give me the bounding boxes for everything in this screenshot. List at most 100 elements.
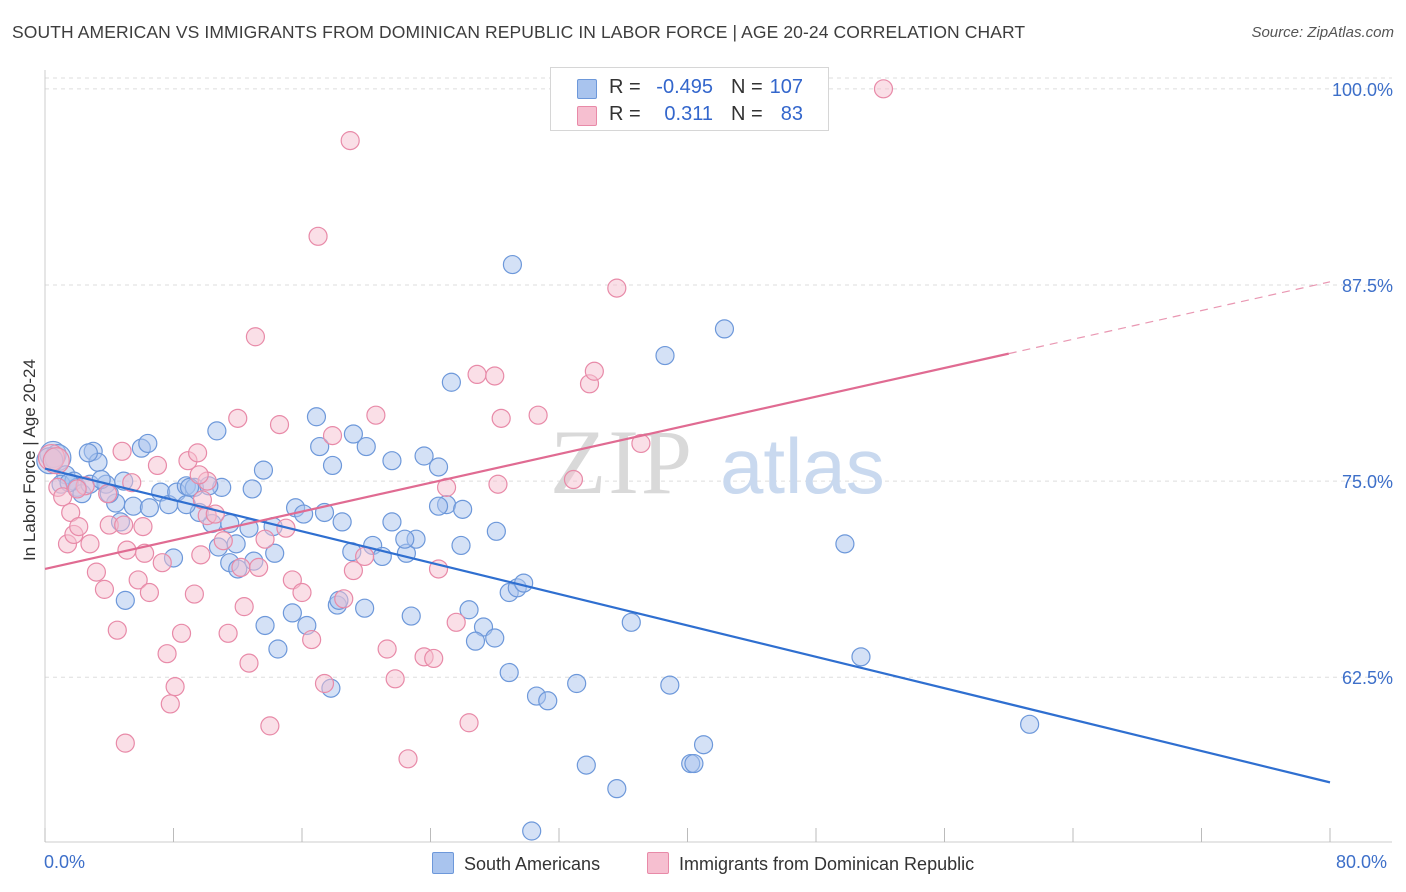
point-south-americans [382,512,402,532]
legend-r-label: R = [609,103,641,125]
point-dominican [528,405,548,425]
point-south-americans [567,673,587,694]
point-south-americans [242,479,262,499]
point-south-americans [115,590,135,610]
point-dominican [269,415,290,435]
point-south-americans [428,457,449,477]
point-south-americans [607,779,627,799]
legend-swatch-pink [577,106,597,126]
point-dominican [334,589,354,609]
y-tick-label: 87.5% [1342,276,1393,296]
source-label: Source: ZipAtlas.com [1251,24,1394,41]
point-dominican [485,366,505,386]
point-dominican [398,749,418,769]
y-axis-label: In Labor Force | Age 20-24 [20,359,39,561]
point-south-americans [414,446,434,466]
point-dominican [322,426,343,446]
legend-row-south-americans: R = -0.495 N = 107 [551,74,828,100]
point-south-americans [401,606,421,626]
gridlines [45,77,1392,678]
point-south-americans [453,499,473,519]
point-dominican [147,455,168,476]
trend-line-dominican-extension [1008,281,1331,355]
series-legend: South Americans Immigrants from Dominica… [0,852,1406,878]
point-dominican [213,531,233,551]
point-south-americans [356,436,376,457]
point-south-americans [851,647,871,667]
point-south-americans [207,421,227,441]
point-dominican [165,677,185,697]
point-dominican [157,644,177,664]
point-dominican [607,278,627,298]
point-dominican [491,408,511,428]
point-dominican [292,582,312,603]
point-south-americans [502,254,523,275]
point-dominican [114,515,134,535]
point-south-americans [123,496,143,516]
point-dominican [94,579,115,599]
point-dominican [228,408,248,428]
point-south-americans [265,543,285,563]
point-south-americans [268,639,288,659]
point-south-americans [714,319,735,339]
point-dominican [260,716,280,736]
point-south-americans [343,424,363,444]
point-south-americans [499,662,519,683]
point-south-americans [428,496,449,516]
series-swatch-pink [647,852,669,874]
point-dominican [184,584,204,604]
watermark-atlas: atlas [720,422,885,510]
point-dominican [80,534,100,554]
watermark-zip: ZIP [550,411,694,513]
series-swatch-blue [432,852,454,874]
point-south-americans [538,691,558,711]
point-south-americans [282,603,302,623]
point-dominican [67,479,87,499]
axes [44,70,1392,843]
point-south-americans [1020,714,1040,734]
point-south-americans [660,675,680,695]
legend-swatch-blue [577,79,597,99]
point-south-americans [486,521,506,541]
point-south-americans [355,598,375,618]
point-south-americans [395,529,415,549]
point-dominican [107,620,127,640]
point-dominican [187,443,208,463]
point-dominican [424,648,444,669]
legend-row-dominican: R = 0.311 N = 83 [551,101,828,127]
y-tick-labels: 100.0% 87.5% 75.0% 62.5% [1332,80,1393,688]
point-dominican [152,553,172,573]
point-south-americans [441,372,461,392]
point-dominican [69,517,89,537]
point-dominican [86,562,107,582]
point-dominican [488,474,508,494]
y-tick-label: 62.5% [1342,668,1393,688]
y-tick-label: 75.0% [1342,472,1393,492]
point-south-americans [485,628,505,648]
point-south-americans [835,534,855,554]
point-south-americans [522,821,542,841]
trend-lines [44,281,1331,784]
point-dominican [255,529,275,549]
series-legend-dominican: Immigrants from Dominican Republic [647,852,974,875]
point-dominican [160,694,180,714]
point-dominican [218,623,238,643]
legend-r-label: R = [609,76,641,98]
point-dominican [239,653,259,673]
point-dominican [115,733,135,753]
point-dominican [234,597,254,617]
point-south-americans [655,345,675,366]
point-dominican [133,517,153,537]
point-dominican [308,226,328,246]
point-south-americans [693,735,714,755]
y-tick-label: 100.0% [1332,80,1393,100]
point-dominican [112,441,132,461]
point-dominican [873,79,894,99]
legend-n-value: 83 [780,103,803,125]
point-dominican [385,669,405,689]
point-dominican [171,623,192,643]
point-dominican [189,465,209,485]
point-dominican [446,612,466,632]
point-south-americans [459,600,479,620]
